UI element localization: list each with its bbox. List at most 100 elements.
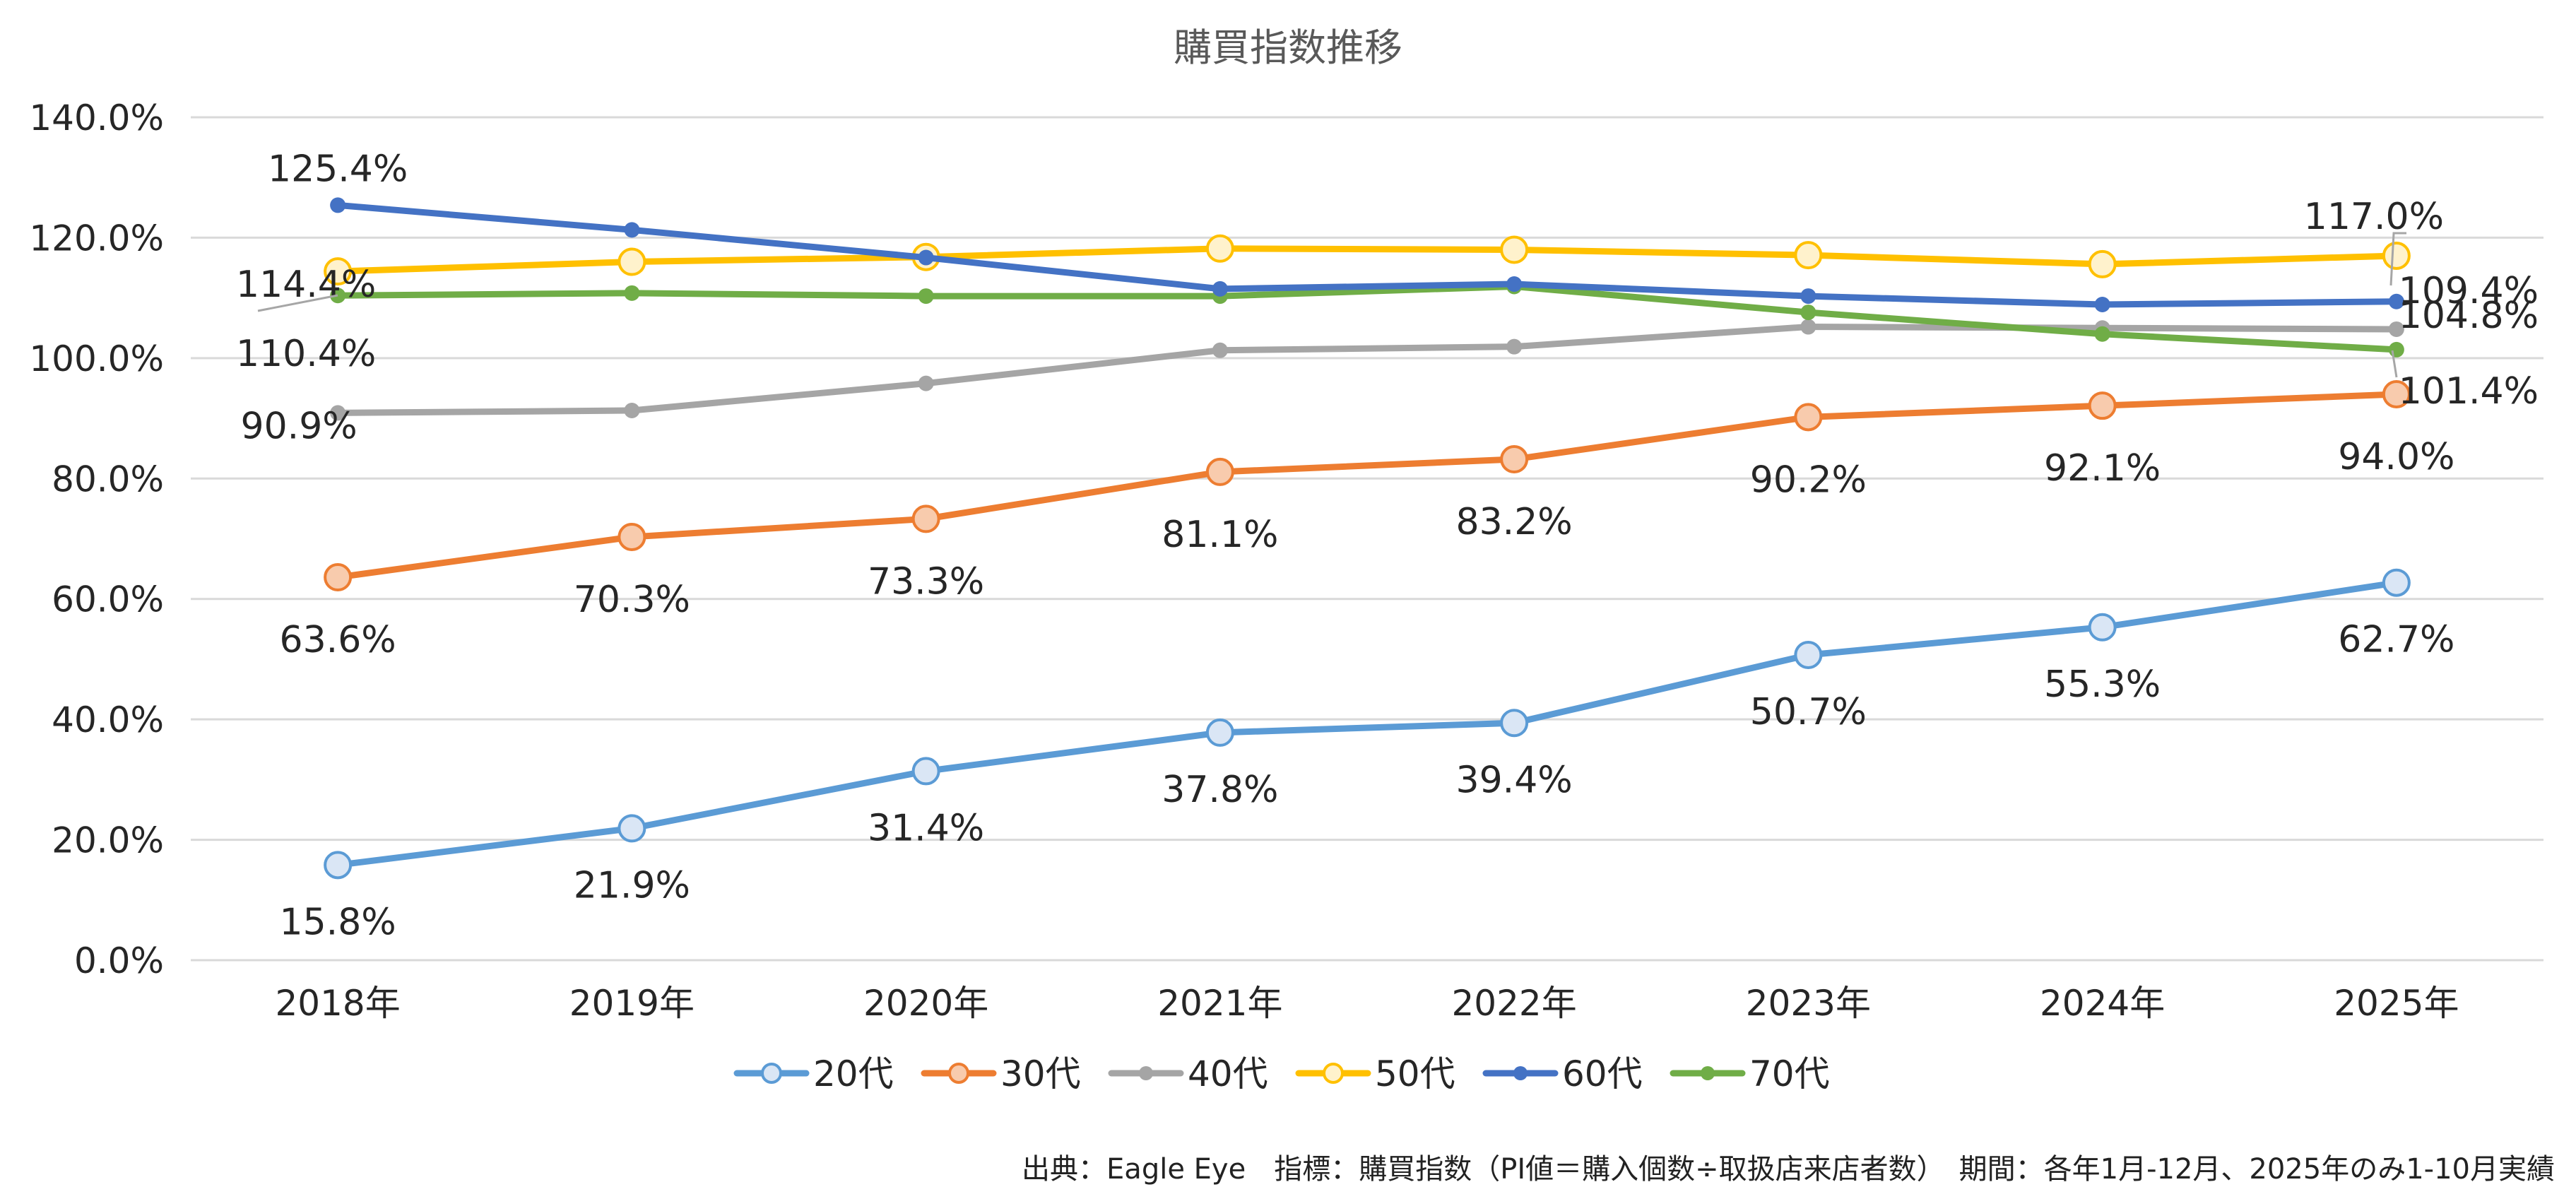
data-point [1500,235,1529,264]
data-point [1800,319,1816,335]
data-point [324,563,353,592]
x-tick-label: 2019年 [569,983,695,1024]
data-label: 37.8% [1162,769,1278,811]
series-line [334,324,2400,416]
y-tick-label: 20.0% [52,820,164,861]
legend-item: 30代 [921,1053,1081,1094]
data-point [330,405,346,421]
data-label: 94.0% [2338,436,2454,478]
data-point [2088,391,2117,420]
data-point [2382,241,2411,270]
data-label: 15.8% [280,901,396,943]
data-point [918,375,934,391]
legend-item: 60代 [1482,1053,1643,1094]
data-point [324,851,353,880]
y-tick-label: 40.0% [52,699,164,740]
data-label: 114.4% [236,264,376,306]
data-point [2094,297,2110,313]
legend-label: 70代 [1749,1053,1830,1094]
series-layer [324,197,2411,880]
data-label: 31.4% [868,807,984,849]
legend: 20代 30代 40代 50代 60代 70代 [733,1053,1830,1094]
data-label: 90.9% [241,405,358,447]
data-label: 62.7% [2338,619,2454,661]
data-point [624,222,640,238]
data-label: 21.9% [574,864,690,906]
data-point [2382,379,2411,408]
legend-label: 30代 [1000,1053,1081,1094]
x-tick-label: 2021年 [1157,983,1282,1024]
data-point [2094,326,2110,342]
legend-label: 50代 [1375,1053,1455,1094]
x-axis-tick-labels: 2018年 2019年 2020年 2021年 2022年 2023年 2024年 2025年 [276,983,2459,1024]
x-tick-label: 2018年 [276,983,401,1024]
legend-marker [1701,1066,1715,1080]
data-point [1800,288,1816,305]
chart-title: 購買指数推移 [1174,25,1402,70]
source-note: 出典：Eagle Eye 指標：購買指数（PI値＝購入個数÷取扱店来店者数） 期… [1022,1153,2555,1186]
legend-label: 60代 [1562,1053,1643,1094]
data-label: 104.8% [2399,295,2539,337]
gridlines [191,116,2543,962]
data-point [1205,234,1234,263]
x-tick-label: 2022年 [1452,983,1577,1024]
legend-item: 70代 [1670,1053,1830,1094]
data-point [918,249,934,266]
data-label: 63.6% [280,619,396,661]
data-label: 55.3% [2044,663,2161,706]
series-0 [324,568,2411,880]
data-point [918,288,934,305]
data-point [1800,305,1816,321]
data-labels: 15.8% 21.9% 31.4% 37.8% 39.4% 50.7% 55.3% 62.7%… [236,148,2539,943]
legend-item: 50代 [1295,1053,1455,1094]
legend-item: 40代 [1108,1053,1268,1094]
y-tick-label: 60.0% [52,579,164,620]
series-line [334,391,2400,581]
data-point [1212,342,1228,358]
data-point [1205,457,1234,486]
data-point [2388,321,2404,337]
data-label: 70.3% [574,579,690,621]
data-point [618,814,646,843]
y-axis-tick-labels: 0.0% 20.0% 40.0% 60.0% 80.0% 100.0% 120.0% 140.… [29,98,164,981]
legend-item: 20代 [733,1053,894,1094]
legend-marker [1323,1063,1344,1084]
series-line [334,283,2400,353]
data-point [618,247,646,276]
leader-line [2389,232,2406,286]
data-point [624,402,640,418]
series-3 [324,234,2411,286]
y-tick-label: 80.0% [52,459,164,500]
data-point [2088,613,2117,642]
x-tick-label: 2023年 [1746,983,1871,1024]
x-tick-label: 2020年 [863,983,988,1024]
legend-marker [1139,1066,1153,1080]
x-tick-label: 2024年 [2040,983,2165,1024]
data-label: 90.2% [1750,459,1867,501]
legend-label: 20代 [813,1053,894,1094]
data-label: 83.2% [1456,501,1573,543]
data-point [2388,293,2404,309]
y-tick-label: 140.0% [29,98,164,138]
legend-marker [761,1063,782,1084]
series-line [334,579,2400,868]
data-label: 92.1% [2044,447,2161,490]
data-label: 81.1% [1162,514,1278,556]
data-label: 117.0% [2304,196,2444,238]
legend-marker [948,1063,969,1084]
data-point [1212,280,1228,297]
data-point [330,288,346,304]
leader-line [257,294,338,312]
data-point [2088,249,2117,278]
data-point [1794,241,1823,270]
data-label: 125.4% [268,148,408,190]
data-point [618,522,646,551]
data-point [624,285,640,301]
data-point [330,197,346,213]
x-tick-label: 2025年 [2334,983,2459,1024]
data-point [1506,276,1523,293]
data-point [1205,718,1234,747]
data-point [1794,640,1823,669]
series-line [334,201,2400,308]
